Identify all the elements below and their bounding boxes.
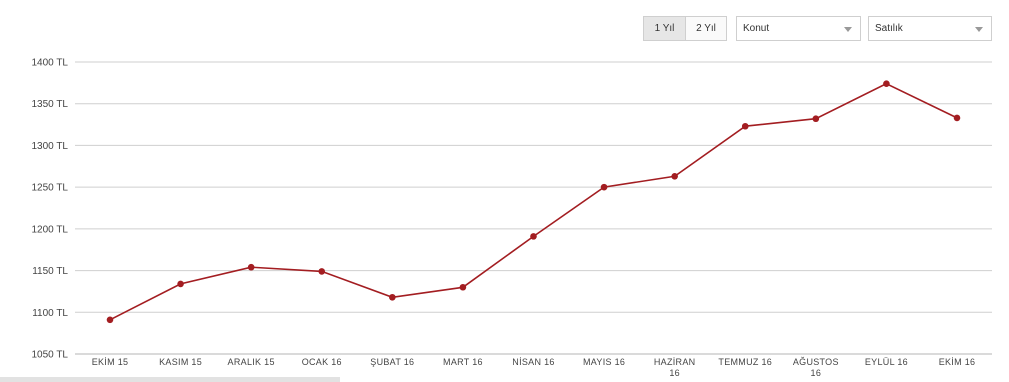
- property-type-select[interactable]: Konut: [736, 16, 861, 41]
- x-tick-label: KASIM 15: [159, 357, 202, 367]
- property-type-value: Konut: [743, 23, 770, 34]
- horizontal-scrollbar[interactable]: [0, 377, 340, 382]
- range-1-year-button[interactable]: 1 Yıl: [644, 17, 685, 40]
- time-range-group: 1 Yıl 2 Yıl: [643, 16, 727, 41]
- data-point[interactable]: [389, 293, 396, 301]
- x-tick-label: TEMMUZ 16: [718, 357, 772, 367]
- y-tick-label: 1350 TL: [31, 99, 68, 110]
- x-tick-label: HAZİRAN 16: [654, 357, 696, 378]
- y-tick-label: 1050 TL: [31, 350, 68, 361]
- listing-type-value: Satılık: [875, 23, 903, 34]
- data-point[interactable]: [953, 114, 961, 122]
- y-tick-label: 1100 TL: [32, 308, 68, 319]
- x-tick-label: MART 16: [443, 357, 483, 367]
- x-tick-label: AĞUSTOS 16: [793, 357, 839, 378]
- grid-lines: [75, 61, 992, 355]
- x-tick-label: EKİM 16: [939, 357, 976, 367]
- data-point[interactable]: [671, 172, 678, 180]
- data-point[interactable]: [600, 183, 608, 191]
- y-tick-label: 1250 TL: [31, 183, 68, 194]
- series-group: [106, 80, 961, 324]
- data-point[interactable]: [530, 233, 537, 240]
- x-tick-label: NİSAN 16: [512, 357, 554, 367]
- data-point[interactable]: [883, 80, 890, 87]
- data-point[interactable]: [741, 122, 749, 130]
- listing-type-select[interactable]: Satılık: [868, 16, 992, 41]
- range-2-year-button[interactable]: 2 Yıl: [685, 17, 726, 40]
- data-point[interactable]: [106, 316, 114, 324]
- range-toggle: 1 Yıl 2 Yıl: [643, 16, 727, 41]
- data-point[interactable]: [459, 283, 467, 291]
- data-point[interactable]: [177, 280, 184, 288]
- data-point[interactable]: [812, 115, 820, 123]
- y-tick-label: 1200 TL: [31, 224, 68, 235]
- y-tick-label: 1150 TL: [32, 266, 68, 277]
- y-axis-ticks: 1050 TL 1100 TL 1150 TL 1200 TL 1250 TL 1300 …: [31, 58, 68, 361]
- y-tick-label: 1400 TL: [31, 58, 68, 69]
- x-tick-label: ARALIK 15: [228, 357, 275, 367]
- x-tick-label: MAYIS 16: [583, 357, 625, 367]
- x-tick-label: ŞUBAT 16: [370, 357, 414, 367]
- chevron-down-icon: [844, 27, 852, 32]
- y-tick-label: 1300 TL: [31, 141, 68, 152]
- x-tick-label: OCAK 16: [302, 357, 342, 367]
- x-axis-ticks: EKİM 15 KASIM 15 ARALIK 15 OCAK 16 ŞUBAT 16 M…: [92, 357, 976, 378]
- chevron-down-icon: [975, 27, 983, 32]
- x-tick-label: EYLÜL 16: [865, 357, 908, 367]
- x-tick-label: EKİM 15: [92, 357, 129, 367]
- data-point[interactable]: [318, 268, 326, 275]
- data-point[interactable]: [247, 263, 255, 271]
- series-line: [109, 82, 958, 321]
